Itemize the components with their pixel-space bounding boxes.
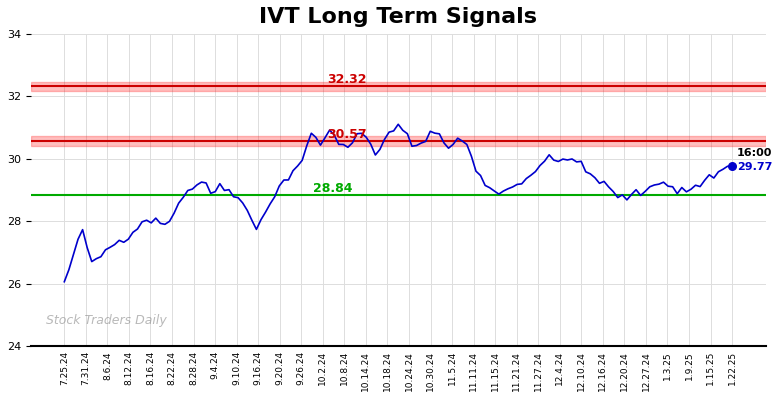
Bar (31, 82, 765, 91)
Text: 30.57: 30.57 (327, 128, 367, 141)
Text: 32.32: 32.32 (327, 73, 366, 86)
Text: 28.84: 28.84 (314, 182, 353, 195)
Text: 29.77: 29.77 (737, 162, 772, 172)
Bar (31, 137, 765, 146)
Title: IVT Long Term Signals: IVT Long Term Signals (260, 7, 537, 27)
Text: 16:00: 16:00 (737, 148, 772, 158)
Point (726, 163, 739, 169)
Text: Stock Traders Daily: Stock Traders Daily (45, 314, 166, 328)
